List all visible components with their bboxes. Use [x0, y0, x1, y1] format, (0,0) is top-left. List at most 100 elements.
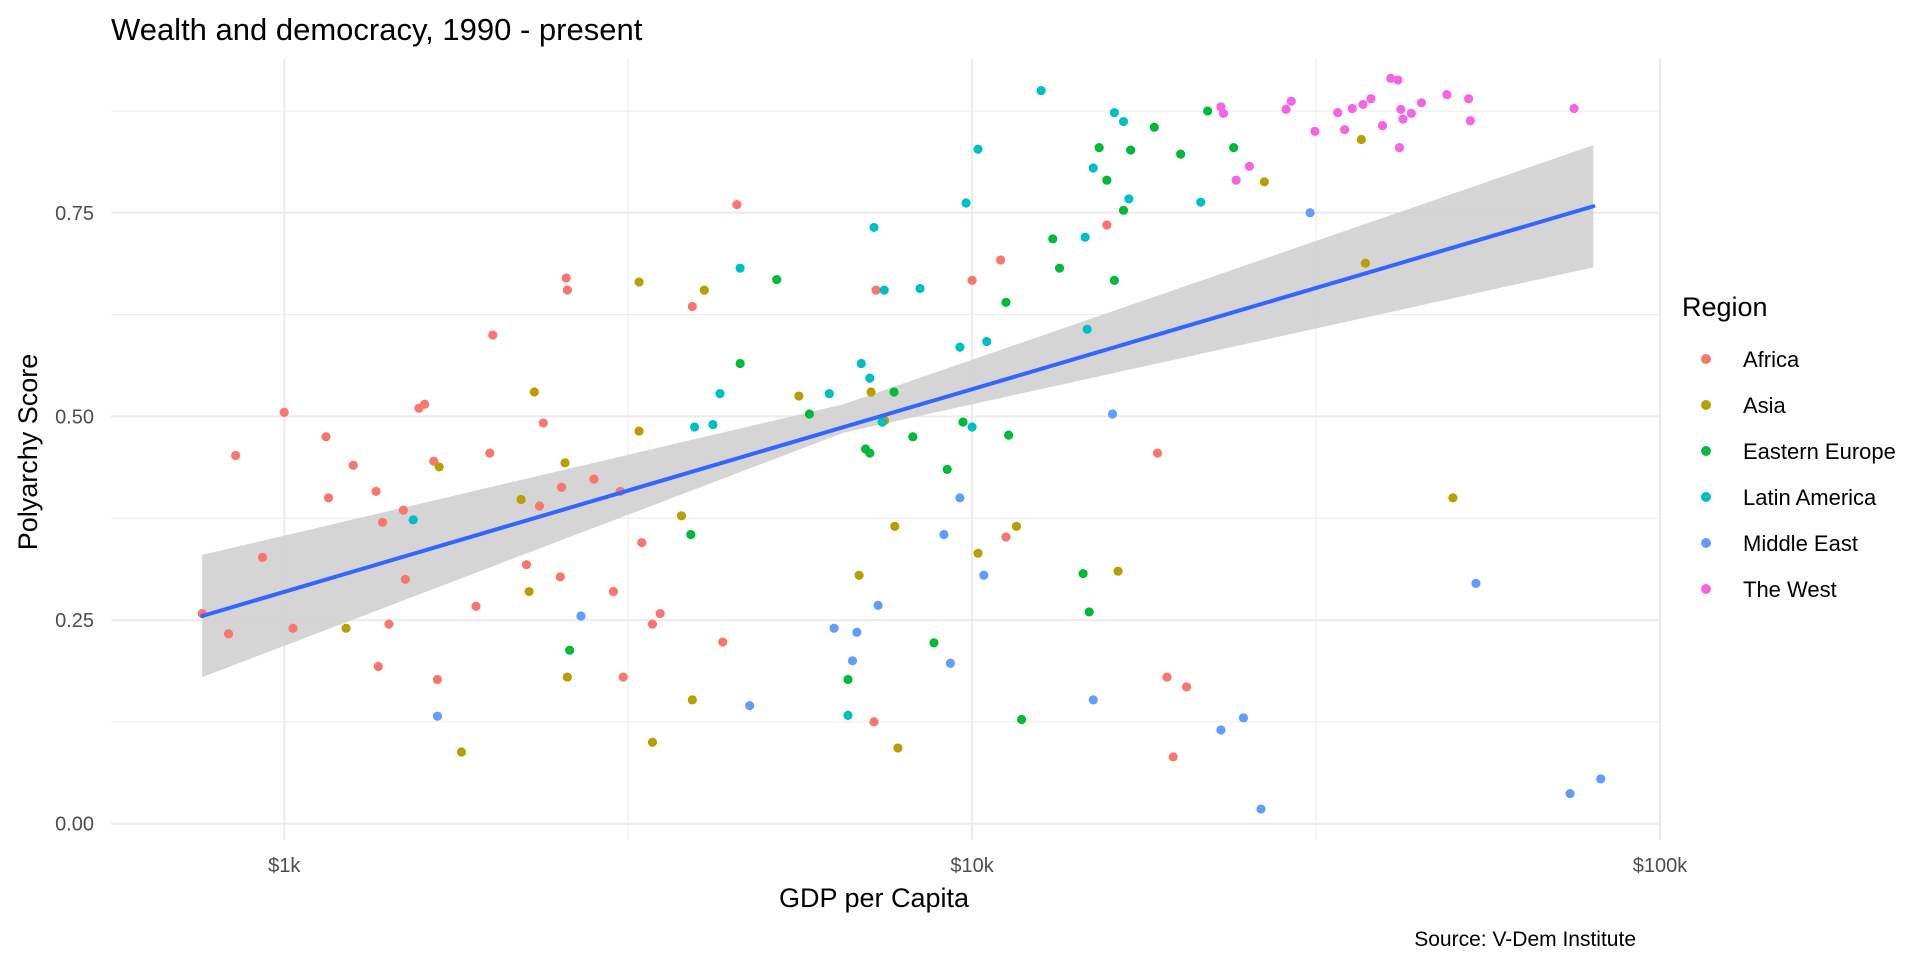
point-latin-america — [955, 342, 965, 352]
point-eastern-europe — [565, 645, 575, 655]
point-asia — [1259, 177, 1269, 187]
point-asia — [973, 548, 983, 558]
point-the-west — [1406, 108, 1416, 118]
point-eastern-europe — [1004, 430, 1014, 440]
point-africa — [257, 552, 268, 562]
point-asia — [676, 511, 687, 521]
point-the-west — [1465, 116, 1475, 126]
point-middle-east — [432, 711, 443, 721]
point-asia — [456, 747, 467, 757]
point-middle-east — [1238, 713, 1249, 723]
point-latin-america — [879, 285, 889, 295]
point-the-west — [1386, 73, 1396, 83]
point-africa — [647, 619, 658, 629]
point-asia — [434, 462, 444, 472]
point-africa — [618, 672, 628, 682]
point-eastern-europe — [1094, 143, 1104, 153]
x-tick-label: $1k — [268, 855, 301, 877]
point-latin-america — [1036, 85, 1046, 96]
x-tick-label: $100k — [1633, 855, 1688, 877]
point-the-west — [1244, 161, 1255, 171]
point-africa — [1162, 672, 1172, 682]
point-middle-east — [1596, 774, 1606, 784]
legend-key-eastern-europe — [1701, 446, 1711, 456]
point-middle-east — [829, 623, 839, 633]
point-africa — [732, 200, 742, 210]
point-asia — [890, 521, 900, 531]
point-latin-america — [982, 336, 992, 347]
legend-items: Africa Asia Eastern Europe Latin America Mid… — [1701, 347, 1896, 602]
point-africa — [377, 517, 388, 527]
point-eastern-europe — [1084, 607, 1094, 617]
point-africa — [534, 501, 545, 511]
point-africa — [562, 285, 572, 295]
trend-layer — [200, 204, 1596, 618]
point-latin-america — [961, 198, 971, 208]
point-latin-america — [843, 710, 853, 720]
point-latin-america — [967, 422, 977, 432]
points-layer — [197, 73, 1606, 814]
point-eastern-europe — [908, 432, 918, 442]
point-africa — [655, 608, 665, 619]
point-middle-east — [979, 570, 989, 580]
legend-title: Region — [1682, 292, 1768, 322]
point-eastern-europe — [1149, 122, 1159, 132]
point-eastern-europe — [1048, 234, 1058, 244]
point-middle-east — [939, 529, 949, 540]
y-axis-label: Polyarchy Score — [13, 354, 43, 551]
point-asia — [560, 458, 570, 468]
point-eastern-europe — [1126, 145, 1136, 155]
point-africa — [538, 418, 548, 428]
point-the-west — [1340, 125, 1350, 135]
point-middle-east — [1471, 578, 1481, 589]
point-africa — [871, 285, 881, 295]
point-eastern-europe — [958, 417, 968, 427]
point-africa — [321, 432, 331, 442]
point-latin-america — [1196, 197, 1206, 207]
legend-label-latin-america: Latin America — [1743, 485, 1877, 510]
point-latin-america — [1088, 163, 1098, 173]
point-asia — [1448, 493, 1458, 503]
y-tick-label: 0.50 — [55, 406, 94, 428]
point-africa — [384, 619, 394, 629]
point-africa — [279, 407, 289, 417]
point-asia — [866, 387, 876, 397]
point-eastern-europe — [1054, 263, 1065, 273]
point-the-west — [1218, 108, 1229, 118]
point-africa — [869, 717, 879, 727]
point-latin-america — [1109, 107, 1119, 118]
point-africa — [373, 661, 383, 672]
point-asia — [1113, 566, 1123, 576]
legend-key-middle-east — [1701, 538, 1711, 548]
point-the-west — [1416, 98, 1427, 108]
point-the-west — [1281, 104, 1291, 114]
point-africa — [561, 273, 571, 283]
point-the-west — [1347, 103, 1357, 114]
point-the-west — [1310, 126, 1320, 136]
legend-label-asia: Asia — [1743, 393, 1787, 418]
point-asia — [529, 387, 539, 397]
point-asia — [893, 743, 903, 753]
point-africa — [556, 482, 567, 492]
point-eastern-europe — [889, 387, 899, 397]
point-eastern-europe — [1203, 106, 1213, 116]
point-asia — [516, 494, 526, 505]
point-eastern-europe — [772, 274, 782, 285]
point-africa — [1102, 220, 1112, 230]
legend-label-the-west: The West — [1743, 577, 1837, 602]
grid — [111, 58, 1661, 840]
point-middle-east — [1305, 208, 1315, 218]
point-africa — [471, 601, 481, 611]
point-the-west — [1569, 103, 1579, 114]
point-eastern-europe — [1176, 149, 1186, 159]
point-africa — [995, 255, 1006, 265]
point-eastern-europe — [1229, 143, 1239, 153]
point-middle-east — [745, 700, 755, 711]
point-africa — [1168, 752, 1178, 762]
point-africa — [718, 637, 728, 647]
point-eastern-europe — [1102, 175, 1112, 185]
point-middle-east — [1256, 804, 1266, 814]
point-the-west — [1396, 104, 1406, 114]
point-africa — [400, 574, 410, 584]
point-middle-east — [1088, 695, 1098, 705]
